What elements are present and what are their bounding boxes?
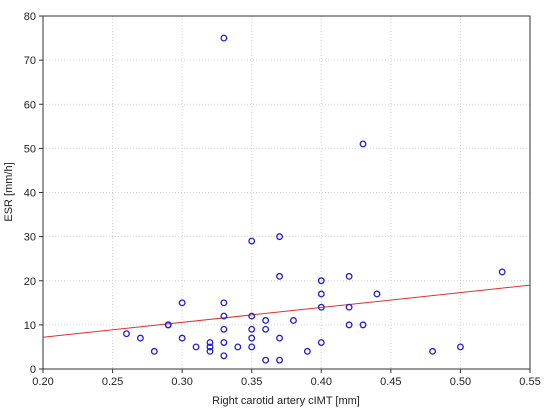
y-tick-label: 80	[24, 11, 36, 23]
y-tick-label: 10	[24, 320, 36, 332]
data-point	[248, 325, 256, 333]
data-point	[317, 303, 325, 311]
data-point	[276, 356, 283, 364]
y-tick-label: 70	[24, 55, 36, 67]
data-point	[276, 233, 283, 241]
data-point	[248, 334, 256, 342]
data-point	[150, 347, 158, 355]
x-tick-label: 0.50	[450, 376, 471, 388]
y-tick-label: 30	[24, 232, 36, 244]
data-point	[345, 272, 353, 280]
data-point	[276, 334, 283, 342]
y-tick-label: 50	[24, 143, 36, 155]
data-point	[262, 356, 270, 364]
y-tick-label: 40	[24, 188, 36, 200]
data-point	[345, 321, 353, 329]
data-point	[317, 339, 325, 346]
x-tick-label: 0.40	[311, 376, 332, 388]
x-tick-label: 0.55	[519, 376, 540, 388]
y-tick-label: 60	[24, 99, 36, 111]
data-point	[359, 140, 367, 148]
data-point	[220, 299, 228, 307]
data-point	[290, 317, 297, 324]
axis-ticks: 0.20 0.25 0.30 0.35 0.40 0.45 0.50 0.55 0 10 20 30 4…	[24, 11, 541, 388]
data-point	[220, 34, 228, 42]
x-tick-label: 0.30	[171, 376, 192, 388]
data-point	[206, 339, 214, 346]
x-tick-label: 0.35	[241, 376, 262, 388]
x-tick-label: 0.45	[380, 376, 401, 388]
data-point	[178, 334, 186, 342]
regression-line	[42, 284, 531, 338]
data-point	[220, 312, 228, 320]
data-points	[123, 34, 506, 364]
data-point	[234, 343, 242, 351]
y-tick-label: 20	[24, 276, 36, 288]
x-axis-label: Right carotid artery cIMT [mm]	[212, 395, 360, 407]
data-point	[123, 330, 130, 338]
data-point	[262, 325, 270, 333]
x-tick-label: 0.20	[32, 376, 53, 388]
data-point	[248, 237, 256, 245]
data-point	[262, 317, 270, 324]
y-axis-label: ESR [mm/h]	[3, 162, 15, 221]
data-point	[248, 343, 256, 351]
data-point	[317, 290, 325, 298]
data-point	[136, 334, 144, 342]
data-point	[248, 312, 256, 320]
data-point	[164, 321, 172, 329]
data-point	[220, 339, 228, 346]
data-point	[456, 343, 464, 351]
data-point	[317, 277, 325, 285]
x-tick-label: 0.25	[102, 376, 123, 388]
grid-lines	[43, 16, 530, 369]
data-point	[303, 347, 311, 355]
data-point	[498, 268, 506, 276]
trendline-layer	[42, 284, 531, 338]
data-point	[220, 352, 228, 360]
data-point	[206, 347, 214, 355]
data-point	[206, 343, 214, 351]
y-tick-label: 0	[30, 364, 36, 376]
data-point	[192, 343, 200, 351]
data-point	[429, 347, 437, 355]
data-point	[373, 290, 381, 298]
data-point	[276, 272, 283, 280]
data-point	[220, 325, 228, 333]
data-point	[345, 303, 353, 311]
data-point	[359, 321, 367, 329]
data-point	[178, 299, 186, 307]
